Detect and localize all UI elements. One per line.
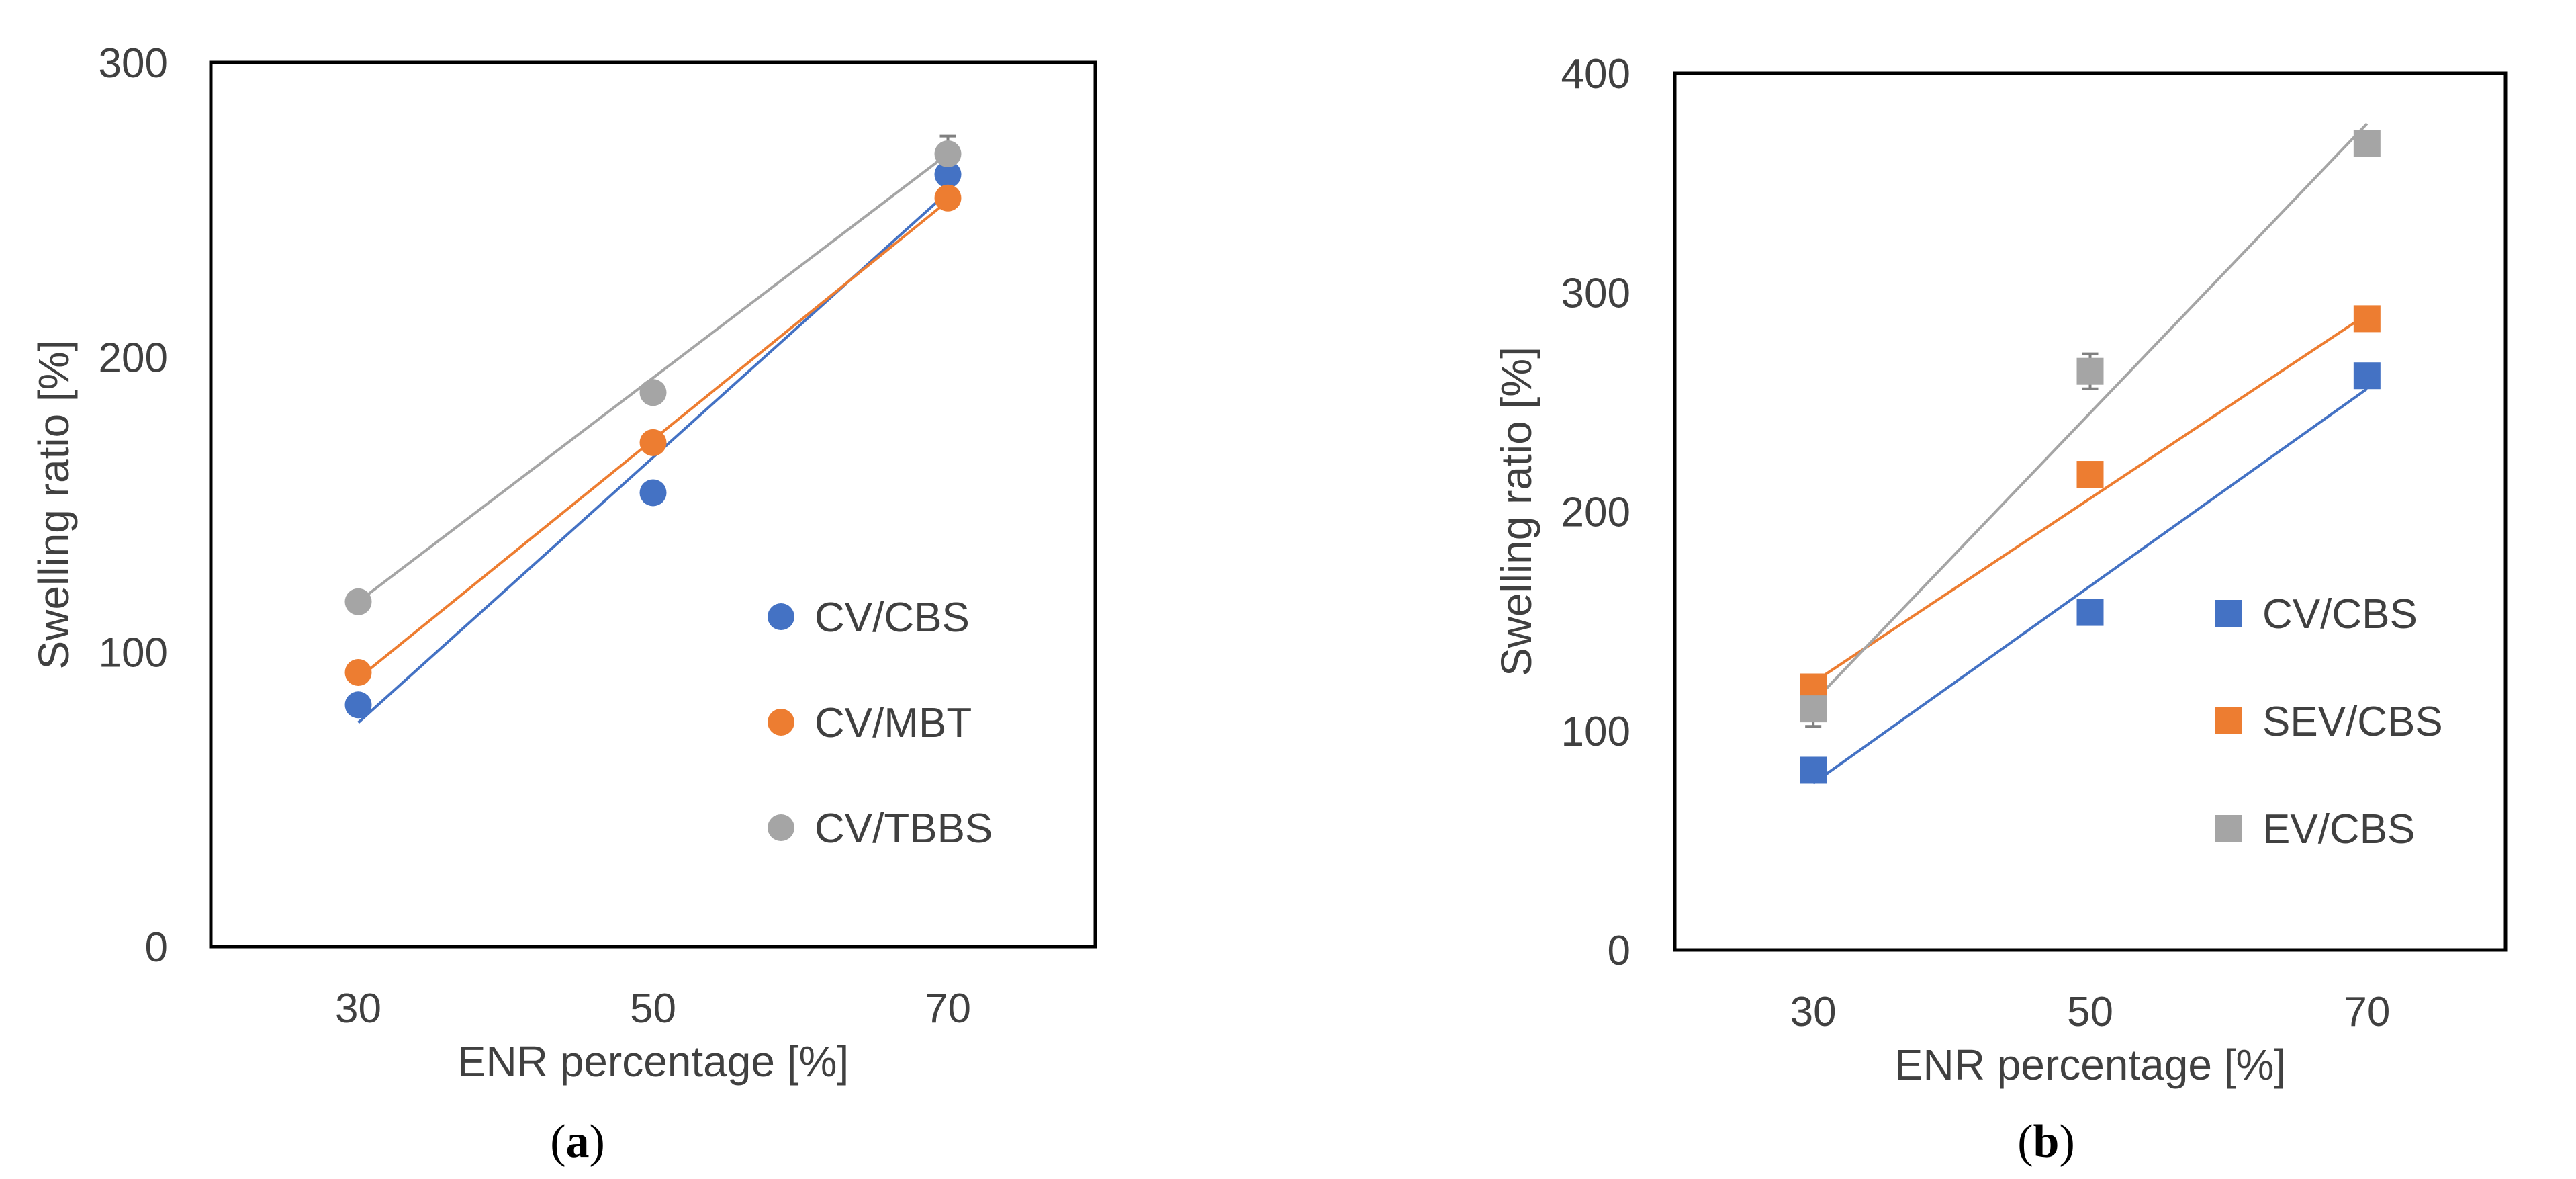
legend-marker-cv-tbbs: [768, 814, 794, 841]
legend-label: CV/MBT: [815, 700, 972, 746]
y-tick-label: 300: [1561, 270, 1630, 316]
panel-label-a: (a): [550, 1116, 605, 1168]
data-point-cv-cbs: [2353, 362, 2381, 390]
chart-a: 0 100 200 300 30 50 70 ENR percentage [%] Swelli…: [30, 40, 1097, 1168]
panel-label-close-paren: ): [590, 1116, 605, 1168]
panel-label-letter: b: [2033, 1116, 2060, 1168]
data-point-cv-mbt: [344, 659, 372, 687]
legend-label: CV/CBS: [2262, 591, 2418, 638]
legend-marker-cv-mbt: [768, 709, 794, 736]
legend-label: CV/TBBS: [815, 805, 993, 852]
x-tick-label: 50: [630, 986, 676, 1032]
legend-marker-sev-cbs: [2215, 707, 2242, 734]
chart-b: 0 100 200 300 400 30 50 70 ENR percentage [%] Swe…: [1492, 51, 2508, 1168]
legend-marker-ev-cbs: [2215, 815, 2242, 842]
x-tick-label: 70: [925, 986, 971, 1032]
x-tick-label: 70: [2344, 989, 2390, 1035]
data-point-ev-cbs: [1800, 695, 1827, 723]
legend-marker-cv-cbs: [2215, 600, 2242, 627]
data-point-sev-cbs: [2353, 305, 2381, 333]
legend-label: CV/CBS: [815, 595, 970, 641]
data-point-cv-tbbs: [344, 588, 372, 615]
y-axis-title: Swelling ratio [%]: [1492, 347, 1540, 676]
x-tick-label: 30: [1790, 989, 1837, 1035]
legend-marker-cv-cbs: [768, 603, 794, 630]
panel-label-close-paren: ): [2059, 1116, 2074, 1168]
data-point-cv-cbs: [639, 479, 667, 507]
trendline-ev-cbs: [1812, 122, 2368, 703]
trendline-sev-cbs: [1812, 313, 2368, 684]
y-tick-label: 100: [1561, 709, 1630, 755]
x-tick-label: 50: [2067, 989, 2113, 1035]
x-tick-label: 30: [335, 986, 381, 1032]
y-tick-label: 0: [1608, 928, 1630, 974]
y-tick-label: 200: [1561, 490, 1630, 536]
y-axis-title: Swelling ratio [%]: [30, 340, 78, 670]
data-point-cv-cbs: [934, 161, 962, 188]
legend-label: SEV/CBS: [2262, 699, 2443, 745]
data-point-ev-cbs: [2353, 130, 2381, 157]
y-tick-label: 300: [99, 40, 168, 87]
data-point-cv-tbbs: [934, 140, 962, 167]
y-tick-label: 200: [99, 335, 168, 382]
data-point-ev-cbs: [2076, 357, 2104, 385]
y-tick-label: 0: [145, 924, 168, 971]
trendline-cv-cbs: [1812, 388, 2368, 785]
panel-label-open-paren: (: [2017, 1116, 2033, 1168]
y-tick-label: 400: [1561, 51, 1630, 97]
data-point-cv-mbt: [639, 429, 667, 456]
panel-label-open-paren: (: [550, 1116, 565, 1168]
y-tick-label: 100: [99, 629, 168, 676]
data-point-cv-cbs: [2076, 599, 2104, 626]
panel-label-b: (b): [2017, 1116, 2075, 1168]
data-point-cv-tbbs: [639, 379, 667, 406]
trendline-cv-tbbs: [357, 152, 949, 603]
x-axis-title: ENR percentage [%]: [457, 1037, 849, 1086]
x-axis-title: ENR percentage [%]: [1894, 1041, 2286, 1089]
plot-area-a: [209, 60, 1097, 949]
data-point-cv-cbs: [344, 691, 372, 719]
data-point-cv-mbt: [934, 184, 962, 212]
data-point-cv-cbs: [1800, 756, 1827, 784]
plot-area-b: [1673, 71, 2508, 952]
panel-label-letter: a: [566, 1116, 590, 1168]
legend-label: EV/CBS: [2262, 806, 2415, 853]
data-point-sev-cbs: [2076, 461, 2104, 488]
